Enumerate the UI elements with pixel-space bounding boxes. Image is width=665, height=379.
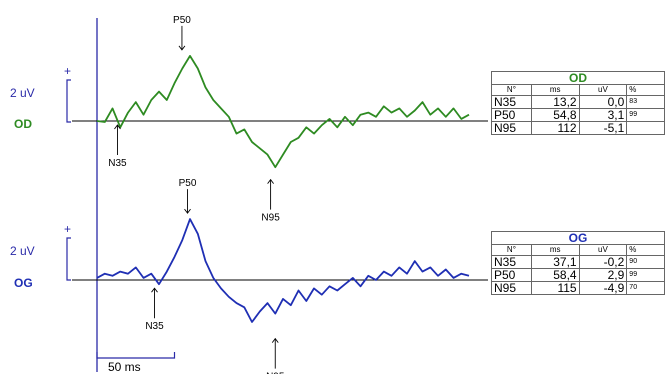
og-row-uv: 2,9 bbox=[578, 268, 628, 282]
og-header-ms: ms bbox=[530, 244, 580, 256]
og-amplitude-scale-bar bbox=[66, 237, 71, 281]
og-row-ms: 115 bbox=[530, 281, 580, 295]
og-waveform-line bbox=[96, 218, 470, 323]
og-header-uv: uV bbox=[578, 244, 628, 256]
od-row-label: N35 bbox=[491, 95, 532, 109]
od-marker-n35-label: N35 bbox=[108, 158, 127, 169]
od-row-label: P50 bbox=[491, 108, 532, 122]
od-amplitude-scale-bar bbox=[66, 79, 71, 123]
od-header-pct: % bbox=[626, 84, 665, 96]
og-marker-n35-label: N35 bbox=[145, 321, 164, 332]
og-plus-sign: + bbox=[64, 222, 71, 236]
og-marker-p50-arrowhead bbox=[184, 208, 191, 214]
table-row: N95 115 -4,9 70 bbox=[491, 281, 665, 295]
od-row-uv: 0,0 bbox=[578, 95, 628, 109]
og-row-label: N35 bbox=[491, 255, 532, 269]
od-plus-sign: + bbox=[64, 64, 71, 78]
od-channel-label: OD bbox=[14, 117, 32, 131]
od-marker-n95-arrowhead bbox=[267, 178, 274, 184]
od-row-uv: 3,1 bbox=[578, 108, 628, 122]
og-row-label: P50 bbox=[491, 268, 532, 282]
og-row-pct: 90 bbox=[626, 255, 665, 269]
og-row-pct: 99 bbox=[626, 268, 665, 282]
od-marker-n95-label: N95 bbox=[261, 213, 280, 224]
od-marker-n35-arrowhead bbox=[114, 124, 121, 130]
od-header-ms: ms bbox=[530, 84, 580, 96]
time-scale-label: 50 ms bbox=[108, 360, 141, 374]
od-marker-p50-label: P50 bbox=[173, 15, 191, 26]
od-row-pct bbox=[626, 121, 665, 135]
og-row-ms: 58,4 bbox=[530, 268, 580, 282]
od-row-ms: 112 bbox=[530, 121, 580, 135]
od-header-uv: uV bbox=[578, 84, 628, 96]
od-row-label: N95 bbox=[491, 121, 532, 135]
og-row-uv: -4,9 bbox=[578, 281, 628, 295]
od-header-no: N° bbox=[491, 84, 532, 96]
og-results-table: OG N° ms uV % N35 37,1 -0,2 90 P50 58,4 … bbox=[491, 231, 665, 295]
og-row-pct: 70 bbox=[626, 281, 665, 295]
og-row-uv: -0,2 bbox=[578, 255, 628, 269]
table-row: N35 13,2 0,0 83 bbox=[491, 95, 665, 109]
od-row-ms: 54,8 bbox=[530, 108, 580, 122]
od-amplitude-label: 2 uV bbox=[10, 86, 35, 100]
og-table-title: OG bbox=[491, 231, 665, 245]
og-row-label: N95 bbox=[491, 281, 532, 295]
table-row: N95 112 -5,1 bbox=[491, 121, 665, 135]
table-row: P50 54,8 3,1 99 bbox=[491, 108, 665, 122]
od-row-uv: -5,1 bbox=[578, 121, 628, 135]
od-waveform-line bbox=[96, 55, 470, 169]
od-table-title: OD bbox=[491, 71, 665, 85]
od-marker-p50-arrowhead bbox=[178, 45, 186, 51]
od-row-pct: 99 bbox=[626, 108, 665, 122]
og-row-ms: 37,1 bbox=[530, 255, 580, 269]
og-header-pct: % bbox=[626, 244, 665, 256]
og-marker-n35-arrowhead bbox=[151, 287, 158, 293]
od-row-ms: 13,2 bbox=[530, 95, 580, 109]
od-row-pct: 83 bbox=[626, 95, 665, 109]
time-scale-bar bbox=[96, 352, 176, 359]
og-channel-label: OG bbox=[14, 276, 33, 290]
og-amplitude-label: 2 uV bbox=[10, 244, 35, 258]
og-marker-n95-arrowhead bbox=[271, 337, 279, 343]
og-marker-p50-label: P50 bbox=[179, 178, 197, 189]
og-header-no: N° bbox=[491, 244, 532, 256]
table-row: P50 58,4 2,9 99 bbox=[491, 268, 665, 282]
od-results-table: OD N° ms uV % N35 13,2 0,0 83 P50 54,8 3… bbox=[491, 71, 665, 135]
table-row: N35 37,1 -0,2 90 bbox=[491, 255, 665, 269]
